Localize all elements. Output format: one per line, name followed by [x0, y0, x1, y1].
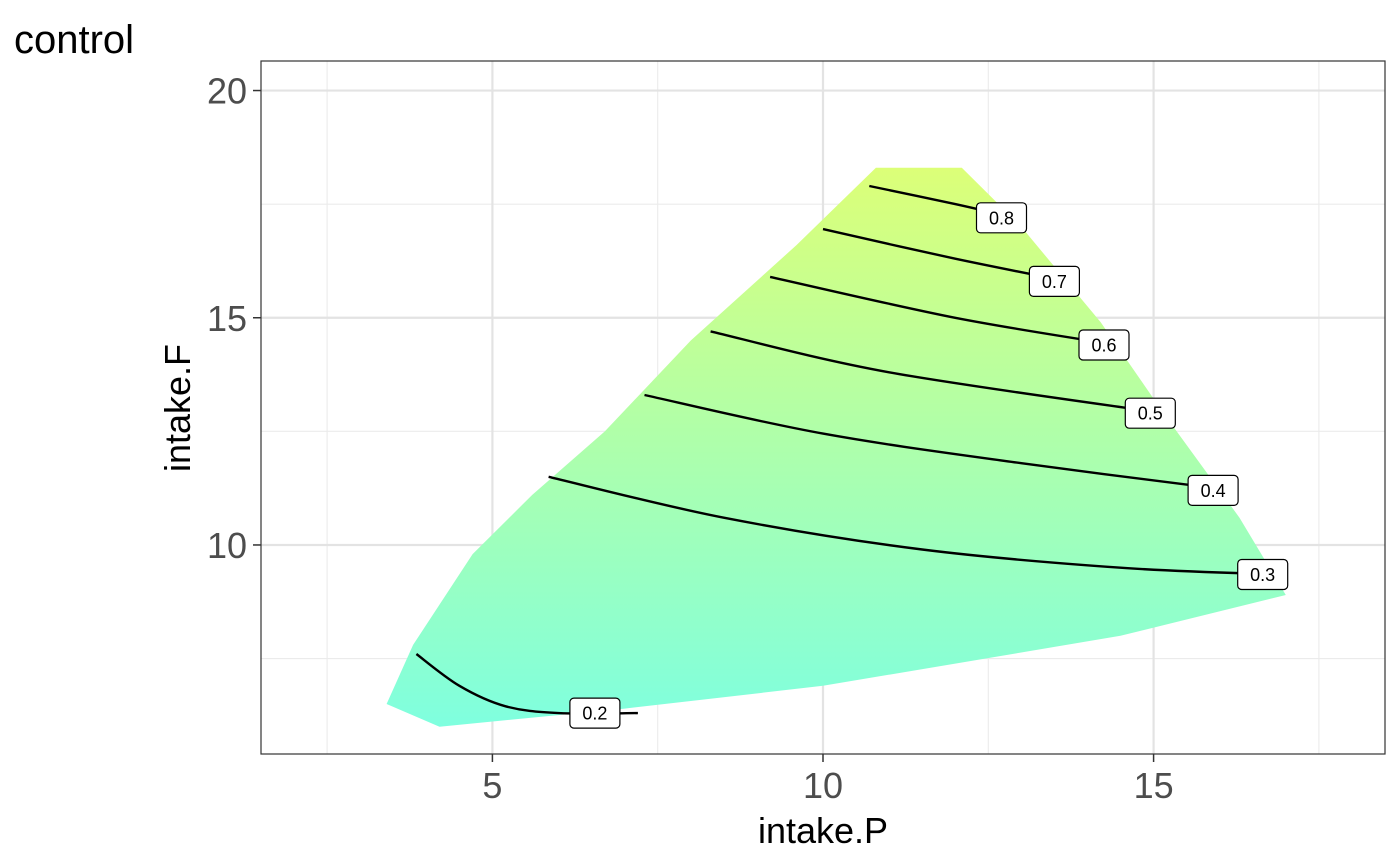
- contour-label-box: [1124, 397, 1176, 429]
- contour-line-0.4: [644, 393, 1234, 492]
- y-tick-label: 10: [207, 525, 247, 566]
- x-axis-label: intake.P: [758, 810, 888, 851]
- contour-line-0.6: [769, 275, 1118, 347]
- y-tick-label: 20: [207, 71, 247, 112]
- contour-label-text: 0.3: [1250, 565, 1275, 585]
- x-tick-label: 5: [482, 765, 502, 806]
- y-tick-label: 15: [207, 298, 247, 339]
- contour-label-text: 0.4: [1201, 481, 1226, 501]
- x-tick-label: 10: [803, 765, 843, 806]
- contour-label-text: 0.6: [1091, 336, 1116, 356]
- contour-label-box: [975, 202, 1028, 234]
- contour-labels: 0.2 0.3 0.4 0.5 0.6 0.7 0.8: [569, 202, 1289, 729]
- contour-label-text: 0.2: [582, 704, 607, 724]
- contour-label-box: [1078, 329, 1130, 361]
- contour-label-text: 0.5: [1138, 404, 1163, 424]
- axes: 5 10 15 10 15 20: [207, 71, 1174, 806]
- contour-label-box: [1028, 265, 1081, 297]
- fill-region-group: [386, 167, 1286, 727]
- contour-label-text: 0.7: [1042, 272, 1067, 292]
- contour-label-text: 0.8: [989, 208, 1014, 228]
- x-tick-label: 15: [1134, 765, 1174, 806]
- y-axis-label: intake.F: [157, 344, 198, 472]
- contour-label-box: [569, 697, 621, 729]
- chart-title: control: [14, 18, 134, 62]
- contour-label-box: [1237, 558, 1289, 591]
- contour-line-0.5: [710, 330, 1164, 415]
- contour-label-box: [1187, 474, 1239, 506]
- filled-region: [386, 167, 1286, 727]
- contour-line-0.3: [548, 475, 1280, 576]
